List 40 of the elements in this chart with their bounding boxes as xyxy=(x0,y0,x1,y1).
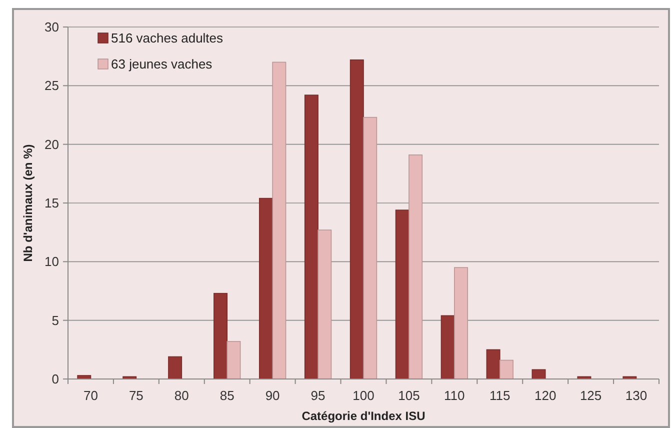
y-tick-label: 10 xyxy=(44,254,59,270)
x-tick-label: 105 xyxy=(398,388,420,403)
bar xyxy=(395,210,410,380)
bar xyxy=(499,360,514,380)
x-tick-label: 110 xyxy=(444,388,465,403)
bar xyxy=(363,116,378,380)
legend-label: 516 vaches adultes xyxy=(111,30,224,46)
x-tick-label: 100 xyxy=(352,388,374,403)
x-tick-label: 80 xyxy=(174,388,189,403)
bar xyxy=(226,341,241,380)
bar xyxy=(318,230,332,380)
x-tick-label: 120 xyxy=(534,388,556,403)
x-tick-label: 70 xyxy=(83,388,98,403)
y-tick-label: 25 xyxy=(44,78,59,94)
bar xyxy=(440,315,455,380)
x-tick-label: 95 xyxy=(310,388,326,403)
bar xyxy=(258,198,273,380)
y-tick-label: 5 xyxy=(52,312,59,328)
legend-label: 63 jeunes vaches xyxy=(111,56,213,72)
x-tick-label: 75 xyxy=(128,388,144,403)
x-tick-label: 130 xyxy=(625,388,648,403)
y-tick-label: 15 xyxy=(44,196,59,211)
x-axis-title: Catégorie d'Index ISU xyxy=(302,409,426,423)
x-tick-label: 90 xyxy=(265,388,280,403)
bar xyxy=(214,292,228,380)
bar xyxy=(272,62,286,380)
bar xyxy=(304,94,318,380)
bar xyxy=(486,349,500,380)
bar xyxy=(350,59,364,380)
bar xyxy=(532,369,546,380)
y-axis-title: Nb d'animaux (en %) xyxy=(21,144,35,262)
x-tick-label: 115 xyxy=(490,388,510,403)
y-tick-label: 30 xyxy=(44,20,59,35)
x-tick-label: 125 xyxy=(580,388,602,403)
bar xyxy=(168,356,182,380)
y-tick-label: 0 xyxy=(52,372,59,387)
x-tick-label: 85 xyxy=(220,388,234,403)
y-tick-label: 20 xyxy=(44,136,59,152)
bar xyxy=(408,154,423,380)
bar xyxy=(454,267,468,380)
